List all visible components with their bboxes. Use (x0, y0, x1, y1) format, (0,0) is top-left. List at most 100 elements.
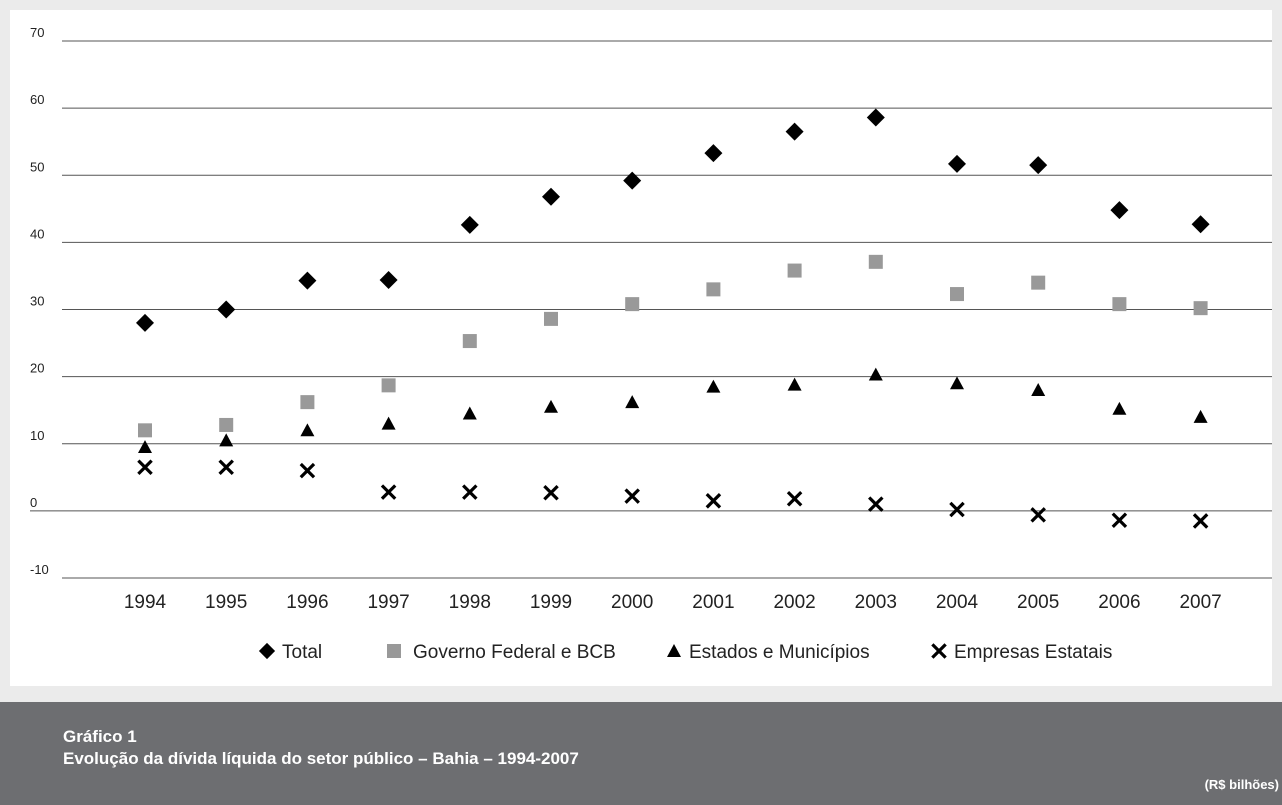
square-point (138, 423, 152, 437)
triangle-point (219, 433, 233, 446)
diamond-point (542, 188, 560, 206)
x-tick-label: 1998 (449, 592, 491, 613)
legend-label: Empresas Estatais (954, 642, 1112, 663)
gridlines (30, 41, 1272, 578)
triangle-point (463, 407, 477, 420)
x-tick-label: 2000 (611, 592, 653, 613)
figure-title: Evolução da dívida líquida do setor públ… (63, 749, 579, 769)
square-point (382, 378, 396, 392)
x-point (221, 462, 232, 473)
diamond-point (1192, 215, 1210, 233)
figure-unit: (R$ bilhões) (1205, 777, 1279, 793)
diamond-point (461, 216, 479, 234)
x-tick-label: 1996 (286, 592, 328, 613)
diamond-point (948, 155, 966, 173)
square-point (1031, 276, 1045, 290)
y-tick-label: 30 (30, 294, 44, 309)
square-point (463, 334, 477, 348)
x-tick-label: 2002 (773, 592, 815, 613)
legend-item: Total (259, 642, 322, 663)
x-point (140, 462, 151, 473)
caption-bar: Gráfico 1 Evolução da dívida líquida do … (0, 702, 1282, 805)
legend-label: Governo Federal e BCB (413, 642, 616, 663)
triangle-point (544, 400, 558, 413)
legend-item: Estados e Municípios (667, 642, 870, 663)
x-tick-label: 1994 (124, 592, 167, 613)
y-tick-label: 50 (30, 159, 44, 174)
legend-x-marker (934, 646, 945, 657)
legend: Total Governo Federal e BCB Estados e Muni… (259, 642, 1113, 663)
diamond-point (136, 314, 154, 332)
x-point (302, 465, 313, 476)
triangle-point (706, 380, 720, 393)
y-axis-ticks: -10 0 10 20 30 40 50 60 70 (30, 25, 49, 577)
x-point (870, 499, 881, 510)
square-point (706, 282, 720, 296)
triangle-point (300, 423, 314, 436)
triangle-point (950, 376, 964, 389)
legend-item: Governo Federal e BCB (387, 642, 616, 663)
square-point (1194, 301, 1208, 315)
square-point (625, 297, 639, 311)
x-tick-label: 2006 (1098, 592, 1140, 613)
x-point (464, 487, 475, 498)
square-point (788, 264, 802, 278)
triangle-point (625, 395, 639, 408)
square-point (950, 287, 964, 301)
diamond-point (623, 172, 641, 190)
triangle-point (1194, 410, 1208, 423)
triangle-point (869, 368, 883, 381)
triangle-point (788, 378, 802, 391)
diamond-point (786, 123, 804, 141)
diamond-point (704, 144, 722, 162)
x-point (383, 487, 394, 498)
y-tick-label: -10 (30, 562, 49, 577)
legend-diamond-marker (259, 643, 275, 659)
triangle-point (138, 440, 152, 453)
x-tick-label: 2003 (855, 592, 897, 613)
triangle-point (1031, 383, 1045, 396)
diamond-point (1029, 156, 1047, 174)
diamond-point (1110, 201, 1128, 219)
data-points (136, 109, 1210, 527)
legend-label: Estados e Municípios (689, 642, 870, 663)
diamond-point (380, 271, 398, 289)
y-tick-label: 10 (30, 428, 44, 443)
y-tick-label: 40 (30, 226, 44, 241)
diamond-point (217, 301, 235, 319)
square-point (300, 395, 314, 409)
legend-label: Total (282, 642, 322, 663)
x-point (1195, 515, 1206, 526)
triangle-point (1112, 402, 1126, 415)
square-point (219, 418, 233, 432)
x-tick-label: 2005 (1017, 592, 1059, 613)
figure-label: Gráfico 1 (63, 727, 137, 747)
x-tick-label: 2004 (936, 592, 979, 613)
legend-triangle-marker (667, 644, 681, 657)
x-tick-label: 1999 (530, 592, 572, 613)
x-tick-label: 1995 (205, 592, 247, 613)
square-point (1112, 297, 1126, 311)
x-tick-label: 2007 (1179, 592, 1221, 613)
x-point (546, 487, 557, 498)
x-point (708, 495, 719, 506)
square-point (544, 312, 558, 326)
legend-square-marker (387, 644, 401, 658)
x-point (627, 491, 638, 502)
y-tick-label: 60 (30, 92, 44, 107)
diamond-point (298, 272, 316, 290)
x-point (952, 504, 963, 515)
x-point (789, 493, 800, 504)
y-tick-label: 0 (30, 495, 37, 510)
legend-item: Empresas Estatais (934, 642, 1113, 663)
x-tick-label: 1997 (367, 592, 409, 613)
plot-panel: -10 0 10 20 30 40 50 60 70 1994 1995 1996 1997 1998 1… (10, 10, 1272, 686)
triangle-point (382, 417, 396, 430)
x-tick-label: 2001 (692, 592, 734, 613)
x-axis-ticks: 1994 1995 1996 1997 1998 1999 2000 2001 2002 2003… (124, 592, 1222, 613)
y-tick-label: 70 (30, 25, 44, 40)
x-point (1114, 515, 1125, 526)
square-point (869, 255, 883, 269)
